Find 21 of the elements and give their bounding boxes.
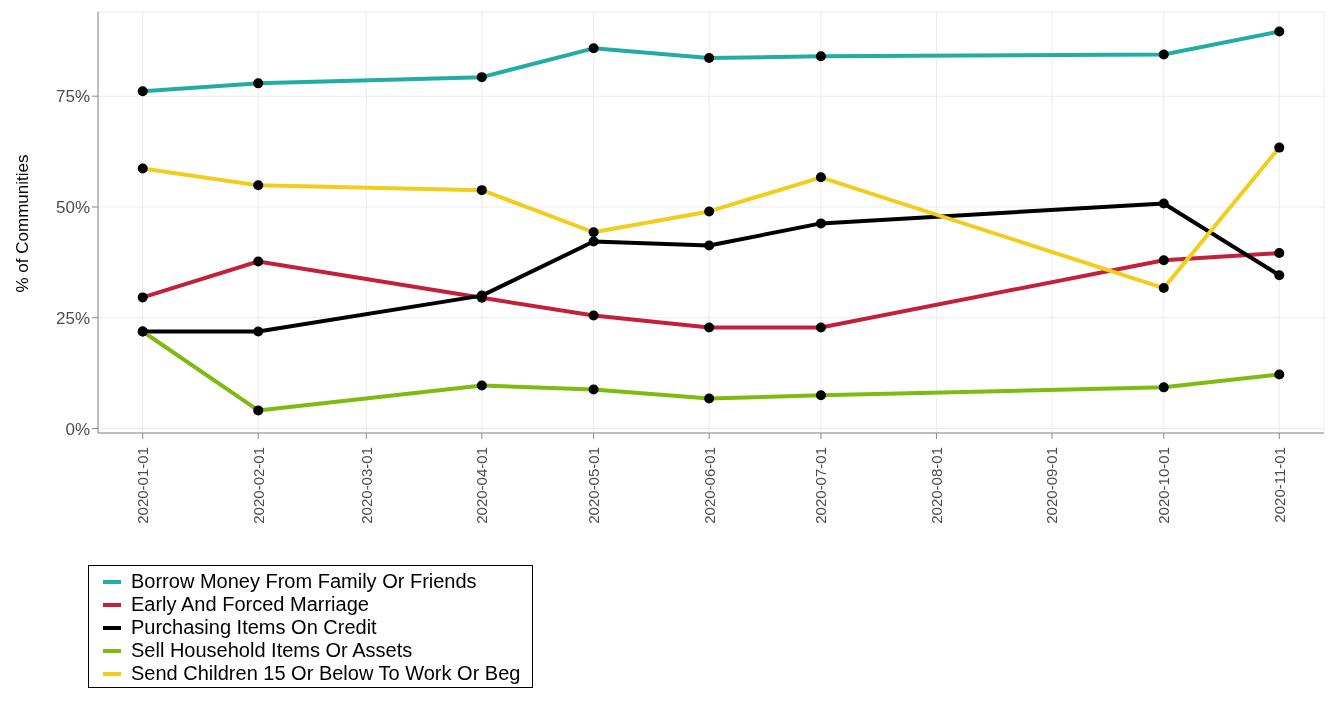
x-tick-label: 2020-11-01 (1270, 447, 1288, 523)
y-tick-label: 25% (55, 308, 90, 328)
x-tick-label: 2020-05-01 (585, 447, 603, 524)
legend-label: Sell Household Items Or Assets (131, 639, 413, 662)
legend-label: Borrow Money From Family Or Friends (131, 570, 477, 593)
x-tick-label: 2020-03-01 (357, 447, 375, 524)
legend-label: Send Children 15 Or Below To Work Or Beg (131, 662, 521, 685)
y-tick-label: 50% (55, 198, 90, 218)
y-axis-title: % of Communities (13, 154, 33, 293)
legend-label: Early And Forced Marriage (131, 593, 369, 616)
x-tick-label: 2020-06-01 (700, 447, 718, 524)
x-tick-label: 2020-07-01 (812, 447, 830, 524)
x-tick-label: 2020-10-01 (1155, 447, 1173, 524)
x-tick-label: 2020-09-01 (1043, 447, 1061, 524)
x-tick-label: 2020-08-01 (927, 447, 945, 524)
x-tick-label: 2020-01-01 (134, 447, 152, 524)
y-tick-label: 75% (55, 87, 90, 107)
x-tick-label: 2020-02-01 (249, 447, 267, 524)
legend-label: Purchasing Items On Credit (131, 616, 377, 639)
y-tick-label: 0% (65, 419, 90, 439)
x-tick-label: 2020-04-01 (473, 447, 491, 524)
